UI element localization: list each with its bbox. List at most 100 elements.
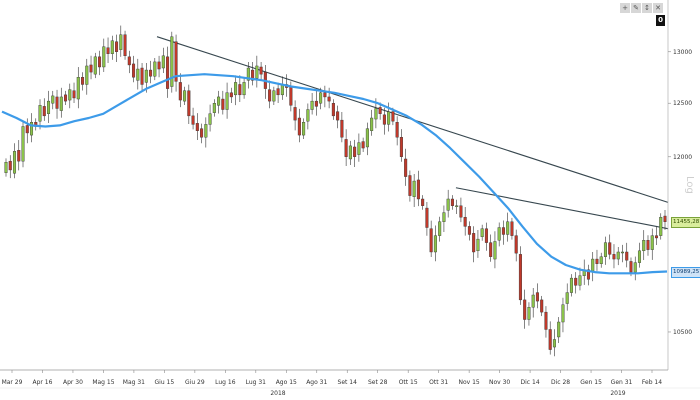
candle-body <box>382 114 386 125</box>
candle-body <box>149 69 153 77</box>
candle-body <box>650 235 654 250</box>
candle-body <box>493 241 497 260</box>
plus-icon[interactable]: + <box>620 3 630 13</box>
chart-toolbar: + ✎ ↕ ✕ <box>620 3 663 13</box>
close-icon[interactable]: ✕ <box>653 3 663 13</box>
candle-body <box>595 258 599 264</box>
candle-body <box>293 107 297 121</box>
candle-body <box>64 94 68 102</box>
candle-body <box>217 96 221 106</box>
trend-line <box>455 187 669 230</box>
candle-body <box>433 235 437 253</box>
candle-body <box>106 47 110 54</box>
candle-body <box>348 145 352 160</box>
candle-body <box>81 77 85 85</box>
x-tick-label: Ago 31 <box>306 379 327 386</box>
candle-body <box>659 216 663 236</box>
candle-body <box>561 304 565 323</box>
candle-body <box>455 205 459 207</box>
moving-average-layer <box>1 73 668 275</box>
candle-body <box>161 55 165 69</box>
candle-body <box>21 126 25 162</box>
candle-body <box>225 92 229 110</box>
x-tick-label: Apr 30 <box>63 379 83 386</box>
candle-body <box>608 242 612 255</box>
candle-body <box>289 86 293 106</box>
edit-icon[interactable]: ✎ <box>631 3 641 13</box>
candle-body <box>306 109 310 122</box>
candle-body <box>531 294 535 308</box>
x-tick-label: Nov 15 <box>459 379 480 386</box>
candle-body <box>548 329 552 350</box>
candle-body <box>42 106 46 117</box>
moving-average-tag: 10989,2574 <box>671 267 700 279</box>
x-tick-label: Gen 31 <box>611 379 633 386</box>
candle-body <box>412 180 416 197</box>
candle-body <box>620 251 625 254</box>
candle-body <box>17 150 21 162</box>
indicator-count-badge[interactable]: 0 <box>656 15 665 26</box>
candle-body <box>642 240 646 252</box>
candle-body <box>395 122 399 138</box>
candle-body <box>29 122 34 136</box>
x-tick-label: Giu 15 <box>155 379 175 386</box>
candle-body <box>569 277 573 293</box>
candle-body <box>229 92 233 98</box>
candle-body <box>89 64 93 73</box>
candle-body <box>200 128 204 138</box>
candle-body <box>297 117 301 136</box>
candle-body <box>119 34 123 50</box>
candle-body <box>527 307 531 320</box>
candle-body <box>557 321 561 338</box>
candle-body <box>59 96 63 111</box>
candle-body <box>484 228 488 243</box>
candle-body <box>340 119 344 138</box>
x-tick-label: Feb 14 <box>642 379 662 386</box>
candle-body <box>331 103 335 117</box>
candle-body <box>246 67 250 81</box>
x-tick-label: Giu 29 <box>185 379 205 386</box>
candle-body <box>361 141 365 149</box>
candle-body <box>4 162 8 173</box>
candle-body <box>259 66 263 75</box>
candle-body <box>353 146 357 157</box>
candle-body <box>404 158 408 177</box>
candle-body <box>421 198 425 206</box>
candle-body <box>387 111 391 125</box>
candle-body <box>565 292 569 304</box>
year-label: 2019 <box>610 390 625 397</box>
candles-layer <box>4 25 667 357</box>
x-tick-label: Set 28 <box>368 379 388 386</box>
candle-body <box>323 92 327 98</box>
candle-body <box>178 82 182 101</box>
y-tick-label: 10500 <box>673 329 692 336</box>
candle-body <box>450 198 454 206</box>
candle-body <box>344 139 348 157</box>
candle-body <box>552 339 556 348</box>
candle-body <box>629 261 633 273</box>
candle-body <box>102 46 106 68</box>
candle-body <box>357 142 361 155</box>
x-tick-label: Mag 31 <box>123 379 145 386</box>
candle-body <box>310 100 314 110</box>
year-label: 2018 <box>270 390 285 397</box>
candle-body <box>68 89 72 101</box>
candle-body <box>518 254 522 301</box>
resize-icon[interactable]: ↕ <box>642 3 652 13</box>
x-tick-label: Lug 16 <box>215 379 236 386</box>
candle-body <box>599 256 603 264</box>
candle-body <box>578 275 582 286</box>
candle-body <box>535 292 539 302</box>
candle-body <box>514 235 518 254</box>
candle-body <box>208 113 212 125</box>
candle-body <box>314 100 318 107</box>
y-tick-label: 13000 <box>673 49 692 56</box>
candle-body <box>467 226 471 235</box>
candle-body <box>476 238 480 252</box>
candle-body <box>234 82 238 96</box>
candle-body <box>472 233 476 253</box>
candle-body <box>489 242 493 257</box>
candle-body <box>625 251 629 261</box>
log-scale-toggle[interactable]: Log <box>684 176 695 194</box>
